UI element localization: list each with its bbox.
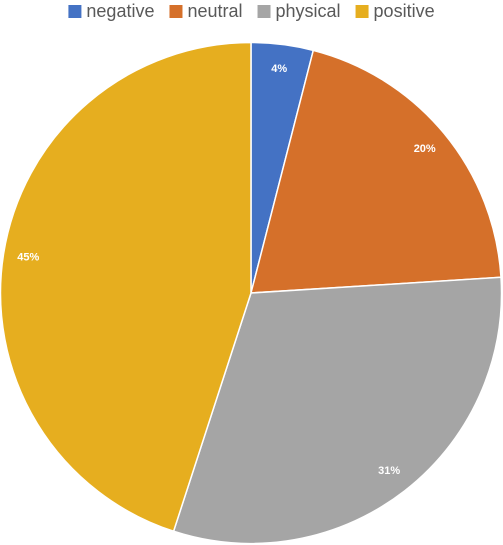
legend-label: positive (374, 1, 435, 21)
legend-swatch (355, 5, 369, 18)
value-label: 4% (271, 63, 287, 75)
legend-label: neutral (187, 1, 242, 21)
value-label: 20% (414, 143, 436, 155)
legend-label: physical (276, 1, 341, 21)
legend-swatch (169, 5, 183, 18)
value-label: 31% (378, 465, 400, 477)
pie-slice (172, 276, 503, 545)
legend-swatch (68, 5, 82, 18)
legend-label: negative (86, 1, 154, 21)
legend-swatch (257, 5, 271, 18)
pie-slice (0, 41, 252, 533)
pie-slice (250, 49, 502, 294)
value-label: 45% (17, 252, 39, 264)
